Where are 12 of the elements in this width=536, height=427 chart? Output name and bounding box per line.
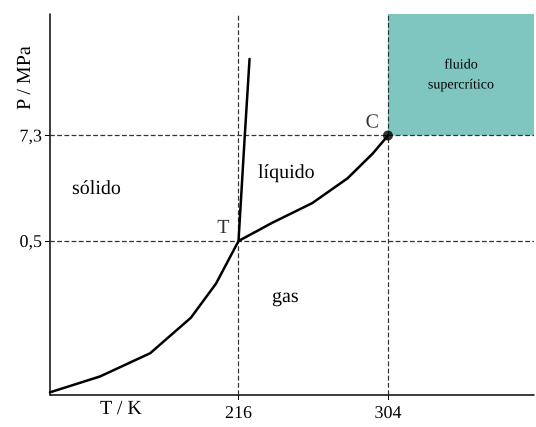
annotation: sólido [72,177,121,199]
y-axis-title: P / MPa [13,46,35,110]
annotation: líquido [258,161,315,183]
x-axis-title: T / K [100,397,142,419]
band-label: fluido supercrítico [428,57,494,92]
annotation: C [366,110,379,133]
annotation: gas [272,285,299,307]
annotation: T [217,216,230,238]
x-tick-label: 216 [225,402,252,422]
x-tick-label: 304 [374,402,402,422]
y-tick-label: 7,3 [20,126,42,146]
y-tick-label: 0,5 [20,231,42,252]
